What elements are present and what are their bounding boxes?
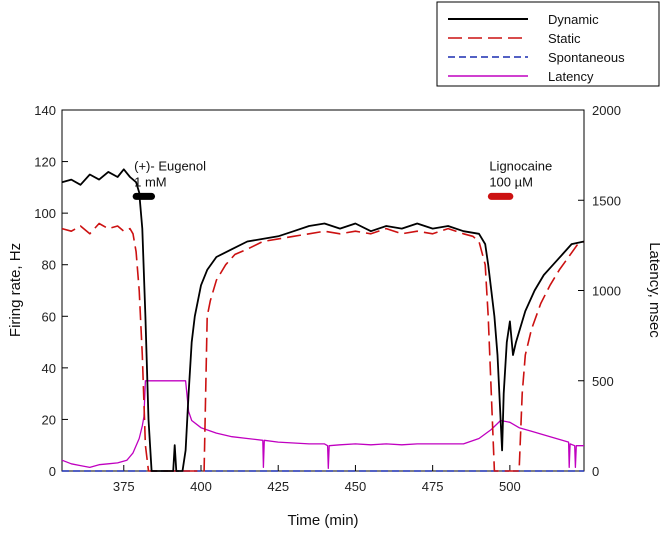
y-tick-label: 0: [49, 464, 56, 479]
y-tick-label: 20: [42, 412, 56, 427]
x-axis-title: Time (min): [287, 512, 358, 529]
y-tick-label: 120: [34, 155, 56, 170]
x-tick-label: 425: [267, 479, 289, 494]
y-tick-label: 80: [42, 258, 56, 273]
y2-tick-label: 1000: [592, 284, 621, 299]
y-axis-right-title: Latency, msec: [646, 242, 663, 338]
legend-label-static: Static: [548, 31, 581, 46]
x-axis-ticks: 375 400 425 450 475 500: [113, 465, 521, 494]
series-layer: [61, 168, 585, 472]
legend-label-latency: Latency: [548, 69, 594, 84]
annotation-sublabel: 100 µM: [489, 174, 533, 189]
x-tick-label: 475: [422, 479, 444, 494]
legend: Dynamic Static Spontaneous Latency: [436, 1, 660, 87]
y-tick-label: 100: [34, 206, 56, 221]
y2-tick-label: 0: [592, 464, 599, 479]
y-axis-left-title: Firing rate, Hz: [7, 243, 24, 337]
y-axis-left-ticks: 0 20 40 60 80 100 120 140: [34, 103, 68, 479]
y-axis-right-ticks: 0 500 1000 1500 2000: [578, 103, 621, 479]
y-tick-label: 140: [34, 103, 56, 118]
x-tick-label: 375: [113, 479, 135, 494]
y2-tick-label: 2000: [592, 103, 621, 118]
y-tick-label: 60: [42, 309, 56, 324]
series-line-dynamic: [61, 168, 585, 472]
legend-box: [436, 1, 660, 87]
legend-label-dynamic: Dynamic: [548, 12, 599, 27]
y2-tick-label: 1500: [592, 193, 621, 208]
x-tick-label: 400: [190, 479, 212, 494]
annotation-label: (+)- Eugenol: [134, 158, 206, 173]
x-tick-label: 450: [345, 479, 367, 494]
annotation-label: Lignocaine: [489, 158, 552, 173]
x-tick-label: 500: [499, 479, 521, 494]
annotation-sublabel: 1 mM: [134, 174, 167, 189]
series-line-static: [61, 222, 585, 472]
series-line-latency: [61, 380, 584, 469]
y-tick-label: 40: [42, 361, 56, 376]
legend-label-spontaneous: Spontaneous: [548, 50, 625, 65]
y2-tick-label: 500: [592, 374, 614, 389]
